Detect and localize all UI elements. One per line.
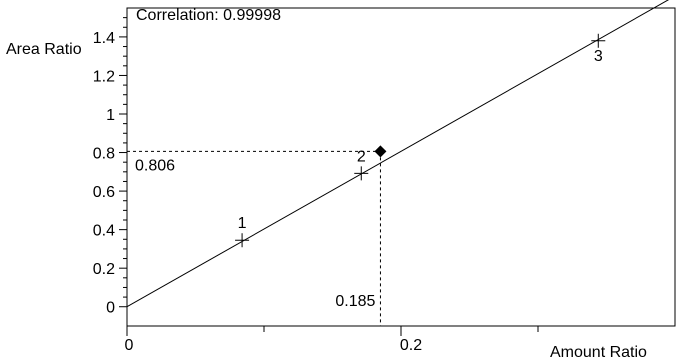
unknown-sample-marker (374, 145, 387, 158)
x-tick-label: 0.2 (400, 337, 422, 354)
fit-line-layer (126, 0, 670, 308)
plot-frame (126, 7, 676, 327)
unknown-layer: 0.806 0.185 (135, 145, 387, 310)
unknown-x-value: 0.185 (335, 293, 375, 310)
fit-line (126, 0, 670, 308)
point-label: 1 (238, 215, 247, 232)
ticks-layer: 0 0.2 0.4 0.6 0.8 1 1.2 1.4 0 0.2 (93, 17, 539, 354)
y-tick-label: 0.2 (93, 261, 115, 278)
y-tick-label: 1.2 (93, 68, 115, 85)
y-tick-label: 1 (106, 107, 115, 124)
points-layer: 1 2 3 (235, 33, 606, 248)
guides-layer (127, 150, 381, 326)
chart-title: Correlation: 0.99998 (136, 7, 281, 24)
y-tick-label: 1.4 (93, 30, 115, 47)
point-label: 3 (594, 48, 603, 65)
point-label: 2 (357, 148, 366, 165)
y-tick-label: 0.6 (93, 184, 115, 201)
ylabel-bg (2, 36, 124, 58)
x-axis-label: Amount Ratio (550, 344, 647, 361)
y-tick-label: 0 (106, 300, 115, 317)
unknown-y-value: 0.806 (135, 157, 175, 174)
y-tick-label: 0.4 (93, 223, 115, 240)
y-axis-label: Area Ratio (6, 41, 82, 58)
y-tick-label: 0.8 (93, 146, 115, 163)
x-tick-label: 0 (125, 337, 134, 354)
